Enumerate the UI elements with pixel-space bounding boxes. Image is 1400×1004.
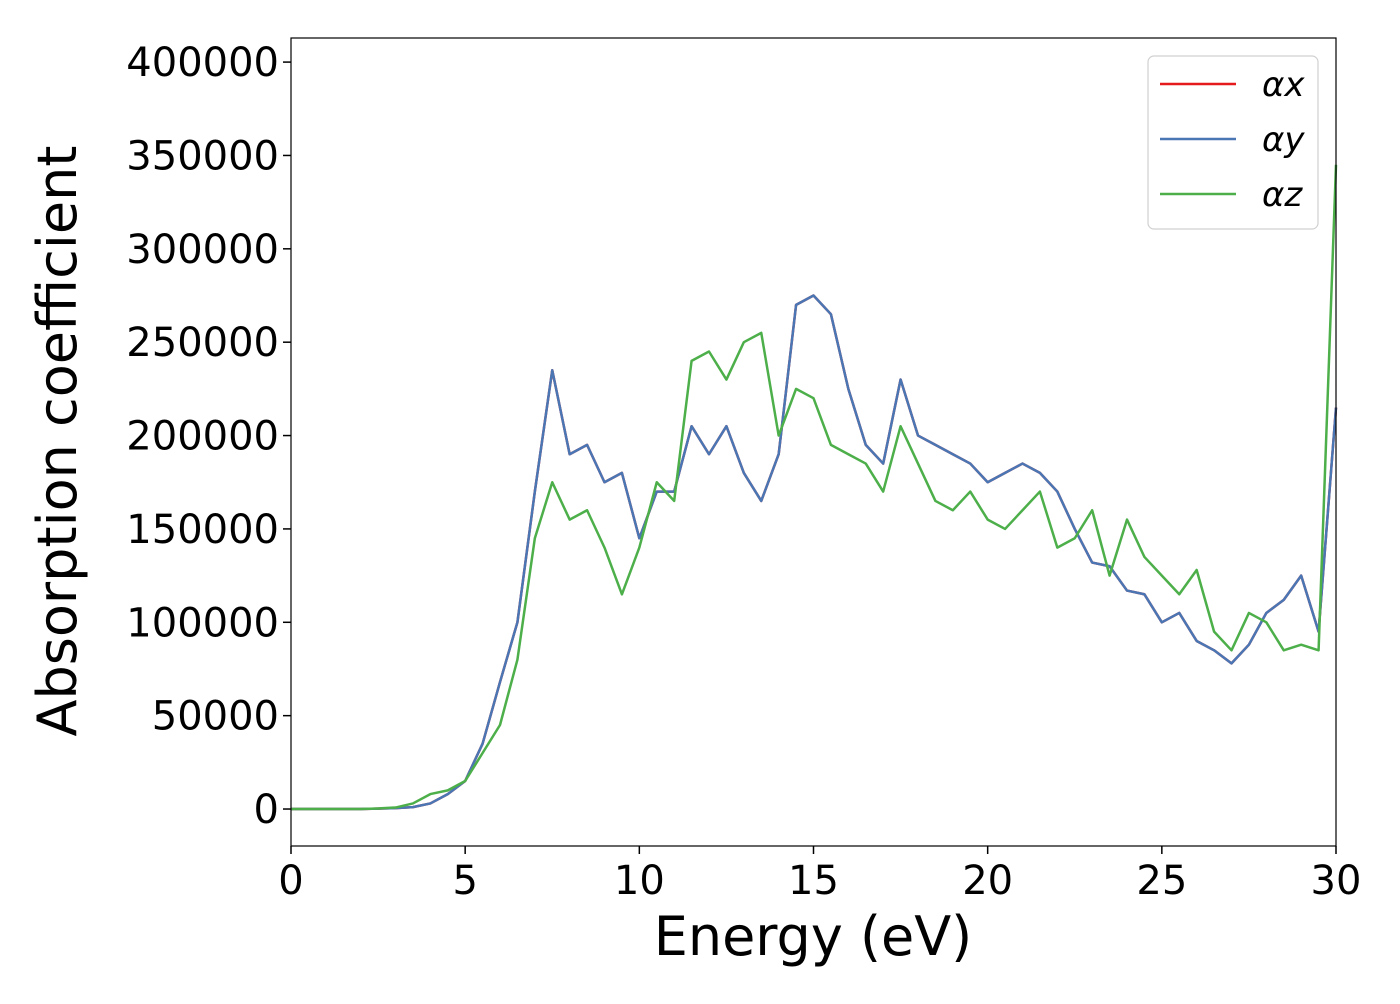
y-tick-label: 200000 (126, 414, 279, 460)
y-tick-label: 300000 (126, 227, 279, 273)
x-tick-label: 5 (452, 858, 477, 904)
y-tick-label: 250000 (126, 320, 279, 366)
legend-label: αx (1262, 65, 1305, 105)
y-tick-label: 100000 (126, 600, 279, 646)
series-line (291, 294, 1338, 811)
x-tick-label: 30 (1311, 858, 1362, 904)
x-tick-label: 20 (962, 858, 1013, 904)
legend-box (1147, 55, 1319, 230)
y-tick-label: 50000 (152, 694, 279, 740)
y-axis-label: Absorption coefficient (26, 146, 89, 737)
y-tick-label: 0 (254, 787, 279, 833)
y-tick-label: 400000 (126, 40, 279, 86)
plot-frame (290, 37, 1337, 847)
x-tick-label: 15 (788, 858, 839, 904)
y-tick-label: 150000 (126, 507, 279, 553)
series-line (291, 164, 1338, 811)
y-tick-label: 350000 (126, 133, 279, 179)
series-line (291, 294, 1338, 811)
x-tick-label: 0 (278, 858, 303, 904)
x-tick-label: 25 (1136, 858, 1187, 904)
legend-label: αy (1262, 120, 1305, 160)
x-tick-label: 10 (614, 858, 665, 904)
x-axis-label: Energy (eV) (654, 905, 973, 968)
legend-label: αz (1262, 175, 1303, 215)
